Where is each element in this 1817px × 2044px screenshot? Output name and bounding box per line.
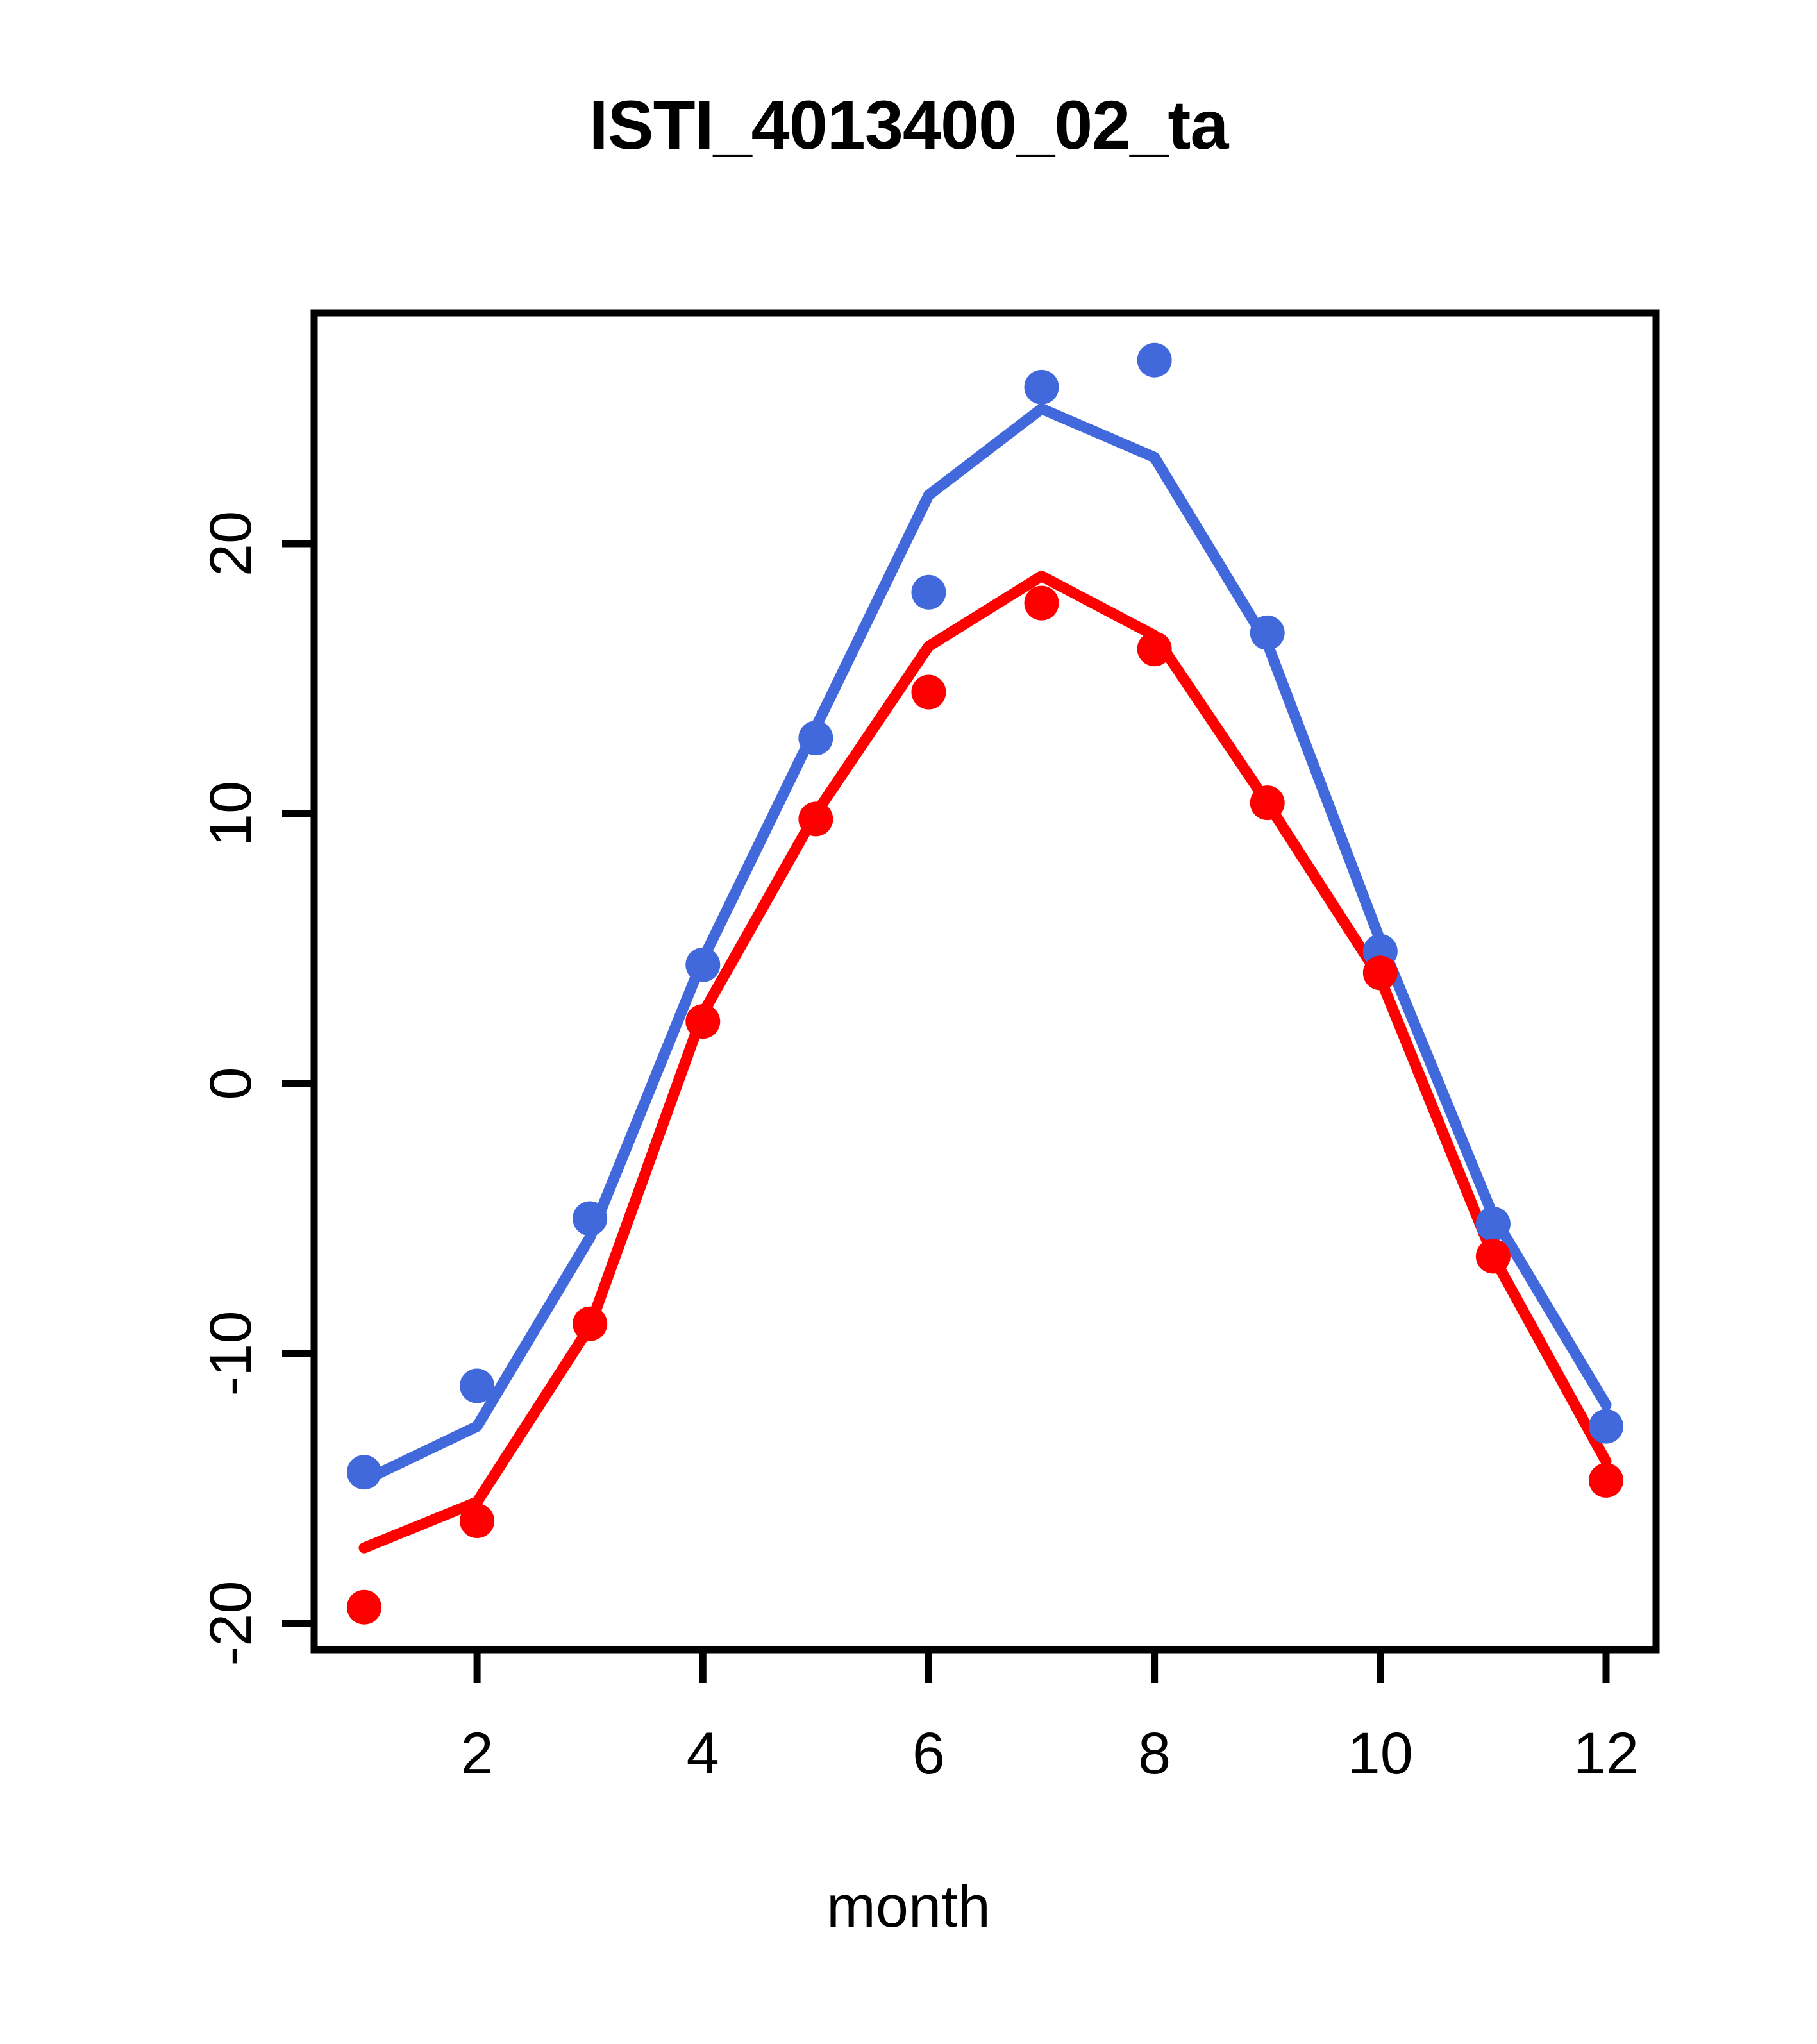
y-tick-label: 0 <box>198 1067 264 1100</box>
data-point-blue-points <box>798 721 833 756</box>
data-point-red-points <box>685 1004 721 1039</box>
data-point-blue-points <box>347 1455 381 1490</box>
data-point-red-points <box>460 1504 495 1539</box>
y-tick-label: 20 <box>198 510 264 577</box>
data-point-blue-points <box>685 947 721 982</box>
data-point-blue-points <box>1024 369 1059 405</box>
data-point-red-points <box>573 1306 608 1341</box>
x-axis-label: month <box>826 1874 991 1939</box>
data-point-blue-points <box>1137 342 1172 378</box>
y-tick-label: -20 <box>198 1580 264 1666</box>
data-point-red-points <box>798 801 833 837</box>
series-line-blue-line <box>358 403 1612 1486</box>
page-title: ISTI_4013400_02_ta <box>589 86 1229 163</box>
y-tick-label: 10 <box>198 780 264 847</box>
x-tick-label: 2 <box>460 1721 494 1786</box>
data-point-blue-points <box>1250 615 1285 650</box>
x-tick-label: 6 <box>912 1721 946 1786</box>
y-tick-label: -10 <box>198 1311 264 1396</box>
x-tick-label: 10 <box>1347 1721 1413 1786</box>
data-point-red-points <box>1589 1462 1623 1498</box>
x-tick-label: 8 <box>1138 1721 1171 1786</box>
data-point-blue-points <box>1475 1206 1511 1241</box>
data-point-red-points <box>911 674 946 710</box>
data-point-blue-points <box>573 1201 608 1236</box>
data-point-blue-points <box>460 1368 495 1403</box>
data-point-red-points <box>1475 1239 1511 1274</box>
x-tick-label: 12 <box>1573 1721 1639 1786</box>
series-line-red-line <box>358 571 1612 1554</box>
data-point-red-points <box>347 1589 381 1625</box>
data-point-red-points <box>1024 585 1059 621</box>
data-point-red-points <box>1250 785 1285 821</box>
data-point-blue-points <box>911 574 946 610</box>
data-point-red-points <box>1137 632 1172 667</box>
data-point-blue-points <box>1589 1409 1623 1444</box>
x-tick-label: 4 <box>686 1721 719 1786</box>
plot-box <box>310 309 1660 1654</box>
data-point-red-points <box>1362 955 1398 991</box>
